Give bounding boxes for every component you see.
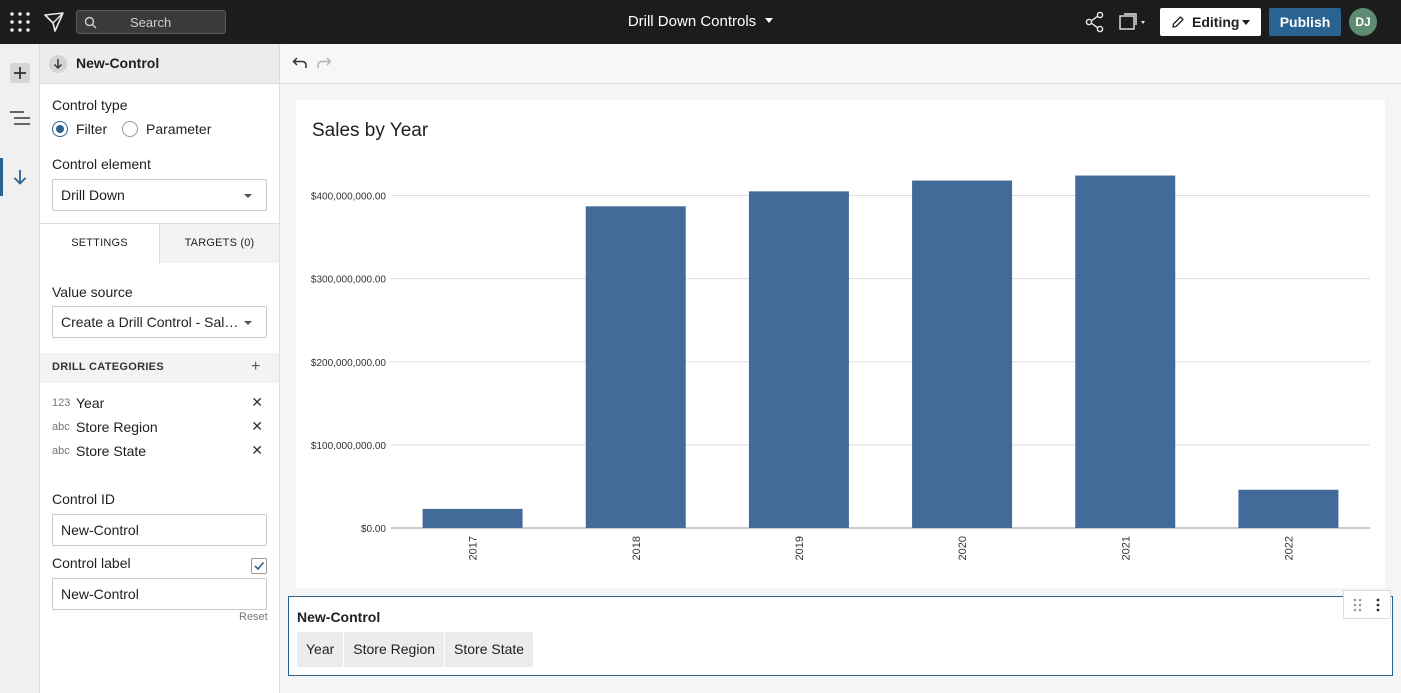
x-tick-label: 2018 [631, 536, 643, 560]
drill-item-store-region[interactable]: Store Region [344, 632, 446, 667]
x-tick-label: 2019 [794, 536, 806, 560]
undo-icon[interactable] [292, 56, 308, 70]
control-properties-panel: New-Control Control type Filter Paramete… [40, 44, 280, 693]
chevron-down-icon [1242, 20, 1250, 25]
panel-header: New-Control [40, 44, 279, 84]
filter-radio-label[interactable]: Filter [76, 121, 108, 137]
bar[interactable] [1075, 175, 1176, 529]
x-tick-label: 2020 [957, 536, 969, 560]
document-title-area: Drill Down Controls [0, 0, 1401, 44]
bar[interactable] [748, 191, 849, 528]
drill-control-icon [49, 55, 67, 73]
x-tick-label: 2017 [468, 536, 480, 560]
drill-category-item[interactable]: 123 Year ✕ [52, 394, 267, 414]
check-icon [254, 561, 265, 571]
chevron-down-icon [244, 194, 252, 198]
x-tick-label: 2022 [1283, 536, 1295, 560]
parameter-radio-label[interactable]: Parameter [146, 121, 212, 137]
tab-settings[interactable]: SETTINGS [40, 224, 160, 264]
bar-chart: $0.00 $100,000,000.00 $200,000,000.00 $300,… [311, 175, 1370, 560]
editing-label: Editing [1192, 14, 1240, 30]
bar[interactable] [912, 180, 1013, 528]
text-type-icon: abc [52, 445, 70, 457]
control-title: New-Control [297, 609, 381, 625]
version-history-icon[interactable] [1117, 11, 1151, 33]
panel-tabs: SETTINGS TARGETS (0) [40, 223, 279, 264]
control-element-select[interactable]: Drill Down [52, 179, 267, 211]
panel-title: New-Control [76, 55, 160, 71]
x-tick-label: 2021 [1120, 536, 1132, 560]
drill-item-store-state[interactable]: Store State [454, 641, 525, 657]
remove-category-icon[interactable]: ✕ [251, 394, 263, 410]
canvas-toolbar [281, 44, 1401, 84]
chevron-down-icon [244, 321, 252, 325]
plus-icon [14, 67, 26, 79]
chart-title: Sales by Year [312, 120, 429, 141]
control-label-label: Control label [52, 555, 131, 571]
y-tick-label: $300,000,000.00 [311, 275, 387, 286]
value-source-value: Create a Drill Control - Sales by Year [61, 314, 241, 330]
drill-breadcrumb: Year Store Region Store State [297, 632, 534, 667]
control-element-value: Drill Down [61, 187, 125, 203]
bar[interactable] [422, 508, 523, 528]
value-source-label: Value source [52, 284, 133, 300]
arrow-down-icon [13, 170, 27, 185]
redo-icon[interactable] [316, 56, 332, 70]
control-label-checkbox[interactable] [251, 558, 267, 574]
remove-category-icon[interactable]: ✕ [251, 418, 263, 434]
control-id-input[interactable] [52, 514, 267, 546]
chevron-down-icon [765, 18, 774, 23]
document-title[interactable]: Drill Down Controls [627, 13, 774, 30]
app-grid-icon[interactable] [9, 11, 31, 33]
y-tick-label: $0.00 [361, 524, 386, 535]
bar[interactable] [1238, 489, 1339, 528]
text-type-icon: abc [52, 421, 70, 433]
add-element-button[interactable] [10, 63, 30, 83]
sigma-logo-icon[interactable] [43, 11, 65, 33]
reset-link[interactable]: Reset [239, 611, 268, 623]
drill-categories-label: DRILL CATEGORIES [52, 361, 164, 373]
drill-category-name: Store State [76, 443, 147, 459]
top-bar: Drill Down Controls Editing Publish DJ [0, 0, 1401, 44]
control-label-input[interactable] [52, 578, 267, 610]
number-type-icon: 123 [52, 397, 71, 409]
search-input[interactable] [77, 11, 225, 33]
parameter-radio[interactable] [122, 121, 138, 137]
drill-category-item[interactable]: abc Store Region ✕ [52, 418, 267, 438]
document-title-text: Drill Down Controls [627, 13, 757, 30]
editing-mode-button[interactable]: Editing [1160, 8, 1261, 36]
tab-targets[interactable]: TARGETS (0) [160, 224, 279, 263]
control-element-label: Control element [52, 156, 151, 172]
y-tick-label: $400,000,000.00 [311, 192, 387, 203]
user-avatar[interactable]: DJ [1349, 8, 1377, 36]
y-tick-label: $200,000,000.00 [311, 358, 387, 369]
drill-categories-header: DRILL CATEGORIES + [40, 353, 279, 383]
value-source-select[interactable]: Create a Drill Control - Sales by Year [52, 306, 267, 338]
drill-category-name: Year [76, 395, 105, 411]
add-category-icon[interactable]: + [251, 358, 261, 375]
page-overview-icon[interactable] [10, 110, 30, 128]
active-indicator [0, 158, 3, 196]
pencil-icon [1172, 16, 1184, 28]
bar[interactable] [585, 206, 686, 528]
share-icon[interactable] [1085, 11, 1105, 33]
search-box[interactable] [76, 10, 226, 34]
drill-category-item[interactable]: abc Store State ✕ [52, 442, 267, 462]
element-menu [1343, 590, 1391, 619]
arrow-down-icon [53, 59, 63, 70]
remove-category-icon[interactable]: ✕ [251, 442, 263, 458]
control-id-label: Control ID [52, 491, 116, 507]
publish-button[interactable]: Publish [1269, 8, 1341, 36]
chart-card[interactable]: Sales by Year $0.00 $100,000,000.00 $200,0… [296, 100, 1385, 588]
y-tick-label: $100,000,000.00 [311, 441, 387, 452]
control-properties-tab[interactable] [0, 158, 40, 196]
drill-category-name: Store Region [76, 419, 158, 435]
drill-item-year[interactable]: Year [297, 632, 345, 667]
control-type-label: Control type [52, 97, 128, 113]
left-rail [0, 44, 40, 693]
kebab-menu-icon[interactable] [1375, 598, 1381, 612]
drag-handle-icon[interactable] [1353, 598, 1363, 612]
drill-down-control[interactable]: New-Control Year Store Region Store Stat… [288, 596, 1393, 676]
filter-radio[interactable] [52, 121, 68, 137]
